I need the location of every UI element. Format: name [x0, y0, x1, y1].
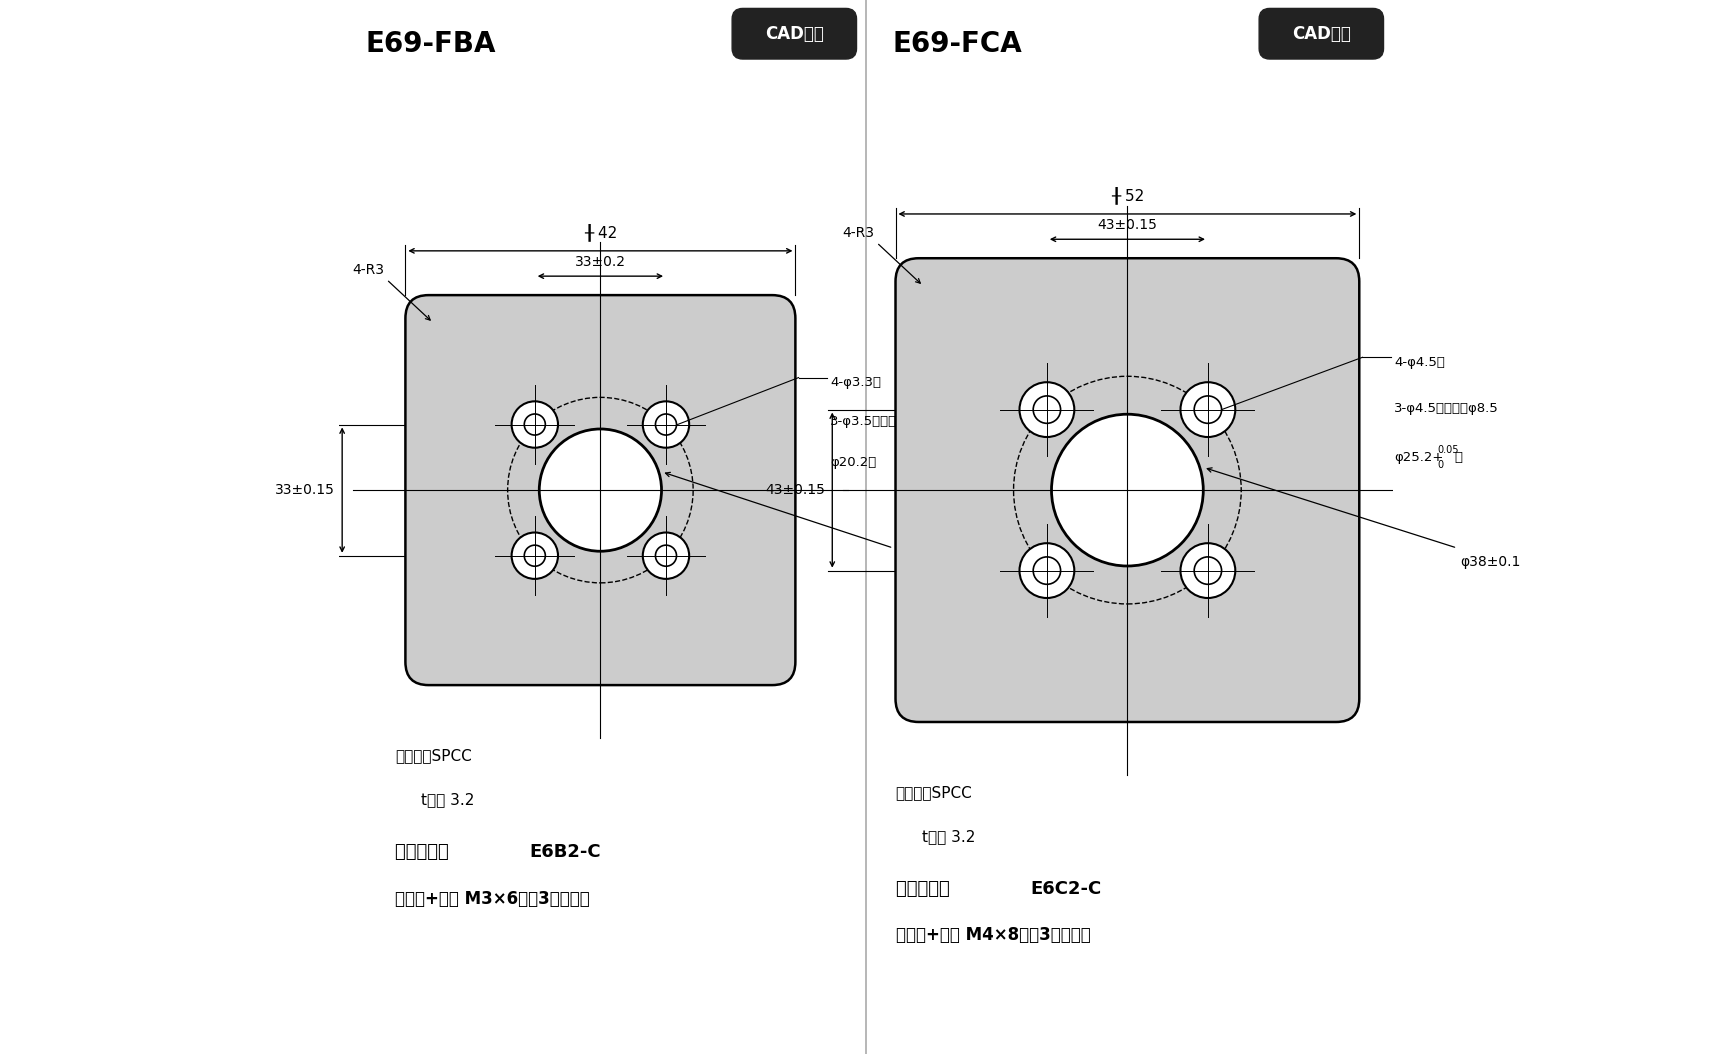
- Text: t：　 3.2: t： 3.2: [921, 829, 975, 844]
- Circle shape: [525, 414, 546, 435]
- FancyBboxPatch shape: [1259, 8, 1384, 59]
- Text: φ20.2孔: φ20.2孔: [830, 456, 876, 469]
- Text: E69-FBA: E69-FBA: [365, 30, 495, 58]
- Circle shape: [1034, 557, 1060, 584]
- Text: φ30±0.1: φ30±0.1: [897, 555, 956, 569]
- Text: 3-φ4.5盘头鑰孔φ8.5: 3-φ4.5盘头鑰孔φ8.5: [1394, 403, 1498, 415]
- Text: 4-R3: 4-R3: [842, 227, 875, 240]
- Text: 4-φ4.5孔: 4-φ4.5孔: [1394, 356, 1444, 369]
- Text: 0: 0: [1438, 460, 1443, 470]
- Text: φ25.2+: φ25.2+: [1394, 451, 1443, 464]
- Circle shape: [1020, 383, 1074, 437]
- Circle shape: [643, 402, 689, 448]
- Text: 材质：　SPCC: 材质： SPCC: [895, 785, 972, 800]
- Text: 注：　+螺钉 M4×8　（3個）附带: 注： +螺钉 M4×8 （3個）附带: [895, 926, 1089, 944]
- Text: E6C2-C: E6C2-C: [1031, 880, 1102, 898]
- Circle shape: [1034, 396, 1060, 424]
- Text: 注：　+螺钉 M3×6　（3個）附带: 注： +螺钉 M3×6 （3個）附带: [395, 890, 589, 907]
- Text: 适用型号：: 适用型号：: [895, 880, 956, 898]
- Text: 33±0.2: 33±0.2: [575, 255, 625, 269]
- Text: 4-R3: 4-R3: [352, 264, 385, 277]
- FancyBboxPatch shape: [733, 8, 857, 59]
- Text: ╂ 42: ╂ 42: [584, 223, 617, 241]
- Circle shape: [511, 402, 558, 448]
- Circle shape: [643, 532, 689, 579]
- Circle shape: [655, 414, 677, 435]
- Text: E6B2-C: E6B2-C: [530, 843, 601, 861]
- Text: CAD数据: CAD数据: [766, 24, 824, 43]
- Circle shape: [1181, 383, 1235, 437]
- Text: CAD数据: CAD数据: [1292, 24, 1351, 43]
- Text: 33±0.15: 33±0.15: [275, 483, 334, 497]
- Circle shape: [1193, 396, 1221, 424]
- FancyBboxPatch shape: [895, 258, 1360, 722]
- Text: 材质：　SPCC: 材质： SPCC: [395, 748, 471, 763]
- Text: 孔: 孔: [1455, 451, 1462, 464]
- Circle shape: [511, 532, 558, 579]
- Text: 适用型号：: 适用型号：: [395, 843, 456, 861]
- Text: φ38±0.1: φ38±0.1: [1460, 555, 1521, 569]
- Text: t：　 3.2: t： 3.2: [421, 793, 475, 807]
- Circle shape: [525, 545, 546, 566]
- FancyBboxPatch shape: [405, 295, 795, 685]
- Text: E69-FCA: E69-FCA: [892, 30, 1022, 58]
- Text: 4-φ3.3孔: 4-φ3.3孔: [830, 376, 882, 389]
- Circle shape: [655, 545, 677, 566]
- Text: ╂ 52: ╂ 52: [1110, 187, 1145, 204]
- Circle shape: [1193, 557, 1221, 584]
- Circle shape: [1051, 414, 1204, 566]
- Text: 43±0.15: 43±0.15: [1098, 218, 1157, 232]
- Text: 0.05: 0.05: [1438, 445, 1458, 455]
- Circle shape: [1020, 543, 1074, 598]
- Text: 43±0.15: 43±0.15: [766, 483, 824, 497]
- Circle shape: [539, 429, 662, 551]
- Circle shape: [1181, 543, 1235, 598]
- Text: 3-φ3.5盘头鑰孔φ6.5: 3-φ3.5盘头鑰孔φ6.5: [830, 415, 935, 428]
